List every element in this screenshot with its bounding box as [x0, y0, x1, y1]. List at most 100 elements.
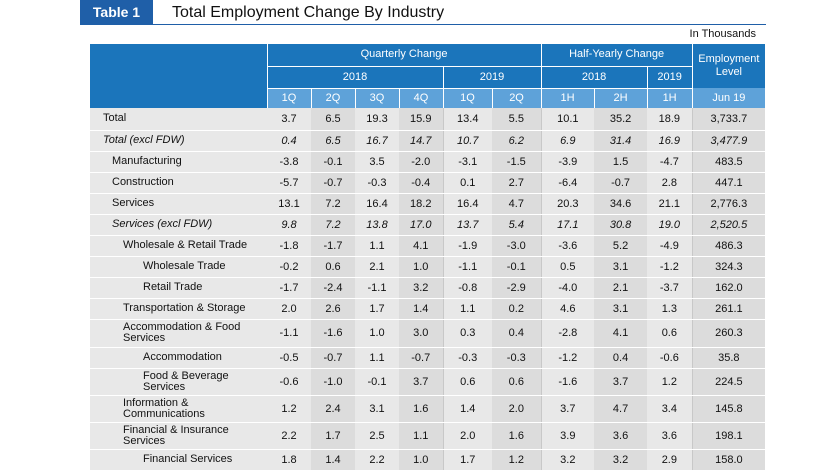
cell-value: -0.3	[442, 347, 492, 369]
cell-value: 13.8	[355, 214, 399, 236]
cell-value: 3.1	[594, 256, 648, 278]
cell-value: -0.6	[647, 347, 693, 369]
row-label: Total	[90, 108, 267, 131]
row-label: Transportation & Storage	[90, 298, 267, 320]
cell-value: 10.7	[442, 130, 492, 152]
cell-value: -1.2	[540, 347, 595, 369]
sub-col-h2-2018: 2H	[593, 88, 648, 108]
table-row: Wholesale & Retail Trade -1.8 -1.7 1.1 4.1 -1…	[90, 235, 766, 257]
cell-value: 1.7	[442, 449, 492, 471]
row-label: Wholesale & Retail Trade	[90, 235, 267, 257]
cell-value: 1.0	[355, 319, 399, 348]
sub-col-q4-2018: 4Q	[398, 88, 443, 108]
cell-value: -2.4	[311, 277, 355, 299]
table-body: Total 3.7 6.5 19.3 15.9 13.4 5.5 10.1 35.2 18.9 3,…	[90, 108, 766, 471]
row-label: Construction	[90, 172, 267, 194]
cell-value: -3.8	[267, 151, 311, 173]
row-label: Services	[90, 193, 267, 215]
cell-value: 2.8	[647, 172, 693, 194]
cell-value: 3.0	[399, 319, 443, 348]
table-row: Total (excl FDW) 0.4 6.5 16.7 14.7 10.7 6.2 6.9…	[90, 130, 766, 152]
cell-value: 2.2	[267, 422, 311, 450]
cell-value: 1.2	[267, 395, 311, 423]
cell-value: -0.7	[399, 347, 443, 369]
cell-value: 2.9	[647, 449, 693, 471]
cell-value: 15.9	[399, 108, 443, 131]
cell-value: -2.0	[399, 151, 443, 173]
cell-value: 35.8	[691, 347, 766, 369]
row-label: Services (excl FDW)	[90, 214, 267, 236]
cell-value: 10.1	[540, 108, 595, 131]
employment-label-line1: Employment	[698, 53, 760, 65]
cell-value: -2.8	[540, 319, 595, 348]
cell-value: 260.3	[691, 319, 766, 348]
cell-value: 0.6	[442, 368, 492, 396]
cell-value: 5.5	[492, 108, 542, 131]
cell-value: 31.4	[594, 130, 648, 152]
cell-value: 1.7	[311, 422, 355, 450]
cell-value: 16.7	[355, 130, 399, 152]
table-row: Services 13.1 7.2 16.4 18.2 16.4 4.7 20.3 34.6 21…	[90, 193, 766, 215]
cell-value: 3.9	[540, 422, 595, 450]
sub-col-h1-2019: 1H	[646, 88, 693, 108]
cell-value: 162.0	[691, 277, 766, 299]
row-label: Food & Beverage Services	[90, 368, 267, 396]
cell-value: 0.6	[647, 319, 693, 348]
cell-value: 2.0	[267, 298, 311, 320]
cell-value: 1.1	[355, 347, 399, 369]
row-label: Retail Trade	[90, 277, 267, 299]
cell-value: -0.4	[399, 172, 443, 194]
cell-value: -1.9	[442, 235, 492, 257]
sub-col-h1-2018: 1H	[540, 88, 595, 108]
cell-value: 1.5	[594, 151, 648, 173]
table-row: Transportation & Storage 2.0 2.6 1.7 1.4 1.1 0…	[90, 298, 766, 320]
cell-value: 4.7	[492, 193, 542, 215]
cell-value: -5.7	[267, 172, 311, 194]
cell-value: -0.1	[311, 151, 355, 173]
cell-value: -0.2	[267, 256, 311, 278]
cell-value: 7.2	[311, 193, 355, 215]
table-row: Financial & Insurance Services 2.2 1.7 2.5 1…	[90, 422, 766, 450]
header-quarterly-2019: 2019	[442, 66, 542, 89]
table-row: Accommodation -0.5 -0.7 1.1 -0.7 -0.3 -0.3 -1.2…	[90, 347, 766, 369]
cell-value: -4.9	[647, 235, 693, 257]
cell-value: 4.6	[540, 298, 595, 320]
cell-value: 1.7	[355, 298, 399, 320]
sub-col-jun19: Jun 19	[691, 88, 766, 108]
cell-value: 3.6	[594, 422, 648, 450]
cell-value: -0.7	[594, 172, 648, 194]
cell-value: 0.4	[492, 319, 542, 348]
cell-value: 224.5	[691, 368, 766, 396]
cell-value: -1.1	[442, 256, 492, 278]
table-row: Information & Communications 1.2 2.4 3.1 1.6…	[90, 395, 766, 423]
row-label: Accommodation	[90, 347, 267, 369]
cell-value: 19.0	[647, 214, 693, 236]
cell-value: 486.3	[691, 235, 766, 257]
row-label: Financial Services	[90, 449, 267, 471]
cell-value: -3.1	[442, 151, 492, 173]
cell-value: 19.3	[355, 108, 399, 131]
cell-value: 0.1	[442, 172, 492, 194]
cell-value: 13.7	[442, 214, 492, 236]
header-subcolumns: 1Q 2Q 3Q 4Q 1Q 2Q 1H 2H 1H Jun 19	[90, 88, 766, 108]
cell-value: -1.1	[355, 277, 399, 299]
table-row: Food & Beverage Services -0.6 -1.0 -0.1 3.7 0…	[90, 368, 766, 396]
cell-value: 7.2	[311, 214, 355, 236]
sub-col-q1-2019: 1Q	[442, 88, 492, 108]
cell-value: 18.2	[399, 193, 443, 215]
table-number-tag: Table 1	[80, 0, 153, 24]
cell-value: 2.6	[311, 298, 355, 320]
cell-value: 1.0	[399, 256, 443, 278]
cell-value: -2.9	[492, 277, 542, 299]
cell-value: 447.1	[691, 172, 766, 194]
cell-value: 30.8	[594, 214, 648, 236]
cell-value: 1.4	[399, 298, 443, 320]
cell-value: 3.5	[355, 151, 399, 173]
cell-value: -3.6	[540, 235, 595, 257]
cell-value: -1.5	[492, 151, 542, 173]
cell-value: 3.7	[594, 368, 648, 396]
cell-value: 2.7	[492, 172, 542, 194]
sub-col-q2-2018: 2Q	[310, 88, 355, 108]
cell-value: -0.8	[442, 277, 492, 299]
cell-value: 1.8	[267, 449, 311, 471]
